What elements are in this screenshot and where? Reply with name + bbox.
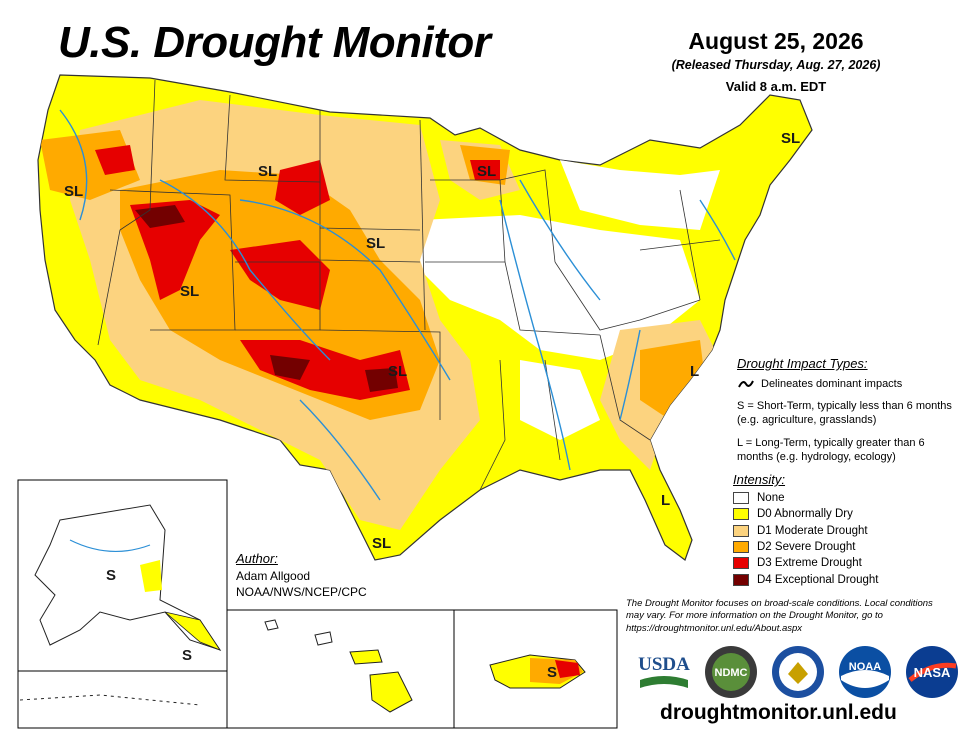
usda-logo: USDA	[638, 654, 690, 688]
website-url[interactable]: droughtmonitor.unl.edu	[660, 701, 897, 724]
ndmc-logo-text: NDMC	[715, 667, 748, 679]
conus-labels: SL SL SL SL SL SL SL SL L L	[64, 130, 800, 552]
agency-logos: USDA NDMC NOAA NASA	[636, 644, 960, 700]
disclaimer-text: The Drought Monitor focuses on broad-sca…	[626, 598, 933, 634]
impact-delineates-text: Delineates dominant impacts	[761, 377, 903, 390]
intensity-swatch	[733, 492, 749, 505]
intensity-label: D2 Severe Drought	[757, 541, 856, 554]
label-sl-upper-midwest: SL	[477, 163, 496, 180]
label-sl-south-texas: SL	[372, 535, 391, 552]
intensity-row: D0 Abnormally Dry	[733, 506, 953, 522]
intensity-row: D3 Extreme Drought	[733, 555, 953, 571]
intensity-swatch	[733, 508, 749, 521]
intensity-swatch	[733, 541, 749, 554]
puerto-rico-inset: S	[453, 609, 618, 729]
intensity-row: D4 Exceptional Drought	[733, 571, 953, 587]
author-org: NOAA/NWS/NCEP/CPC	[236, 584, 367, 599]
impact-long-term: L = Long-Term, typically greater than 6 …	[737, 436, 925, 464]
delineation-line-icon	[738, 380, 754, 388]
intensity-swatch	[733, 524, 749, 537]
intensity-label: D0 Abnormally Dry	[757, 508, 853, 521]
intensity-row: D2 Severe Drought	[733, 539, 953, 555]
intensity-title: Intensity:	[733, 472, 786, 487]
author-block: Author: Adam Allgood NOAA/NWS/NCEP/CPC	[236, 550, 367, 600]
impact-types-legend: Drought Impact Types: Delineates dominan…	[737, 356, 957, 472]
noaa-logo-text: NOAA	[849, 661, 881, 673]
release-date: (Released Thursday, Aug. 27, 2026)	[671, 58, 881, 72]
label-s-alaska-southeast: S	[182, 647, 192, 664]
intensity-label: None	[757, 492, 785, 505]
nasa-logo-text: NASA	[914, 665, 951, 680]
label-sl-plains: SL	[366, 235, 385, 252]
label-sl-southern-plains: SL	[388, 363, 407, 380]
label-l-florida: L	[661, 492, 670, 509]
nasa-logo: NASA	[906, 646, 958, 698]
conus-map: SL SL SL SL SL SL SL SL L L	[37, 74, 813, 561]
commerce-seal-logo	[772, 646, 824, 698]
label-s-puerto-rico: S	[547, 664, 557, 681]
impact-short-term: S = Short-Term, typically less than 6 mo…	[737, 400, 952, 427]
intensity-swatch	[733, 573, 749, 586]
intensity-label: D1 Moderate Drought	[757, 524, 868, 537]
label-sl-northeast: SL	[781, 130, 800, 147]
ndmc-logo: NDMC	[705, 646, 757, 698]
label-sl-pacific-nw: SL	[64, 183, 83, 200]
hawaii-inset	[226, 609, 455, 729]
intensity-row: D1 Moderate Drought	[733, 523, 953, 539]
impact-delineates-row: Delineates dominant impacts	[737, 377, 957, 391]
label-sl-northern-rockies: SL	[258, 163, 277, 180]
noaa-logo: NOAA	[839, 646, 891, 698]
intensity-rows: None D0 Abnormally Dry D1 Moderate Drought…	[733, 490, 953, 588]
map-title: U.S. Drought Monitor	[58, 18, 491, 67]
map-date: August 25, 2026	[688, 28, 864, 54]
label-sl-great-basin: SL	[180, 283, 199, 300]
intensity-label: D4 Exceptional Drought	[757, 573, 879, 586]
valid-time: Valid 8 a.m. EDT	[725, 79, 827, 94]
intensity-swatch	[733, 557, 749, 570]
impact-types-title: Drought Impact Types:	[737, 356, 868, 371]
label-l-carolinas: L	[690, 363, 699, 380]
author-title: Author:	[236, 551, 278, 566]
label-s-alaska-interior: S	[106, 567, 116, 584]
intensity-row: None	[733, 490, 953, 506]
alaska-inset: S S	[17, 479, 228, 729]
usda-logo-text: USDA	[638, 654, 690, 675]
intensity-label: D3 Extreme Drought	[757, 557, 862, 570]
author-name: Adam Allgood	[236, 568, 311, 583]
intensity-legend: Intensity: None D0 Abnormally Dry D1 Moder…	[733, 472, 953, 588]
